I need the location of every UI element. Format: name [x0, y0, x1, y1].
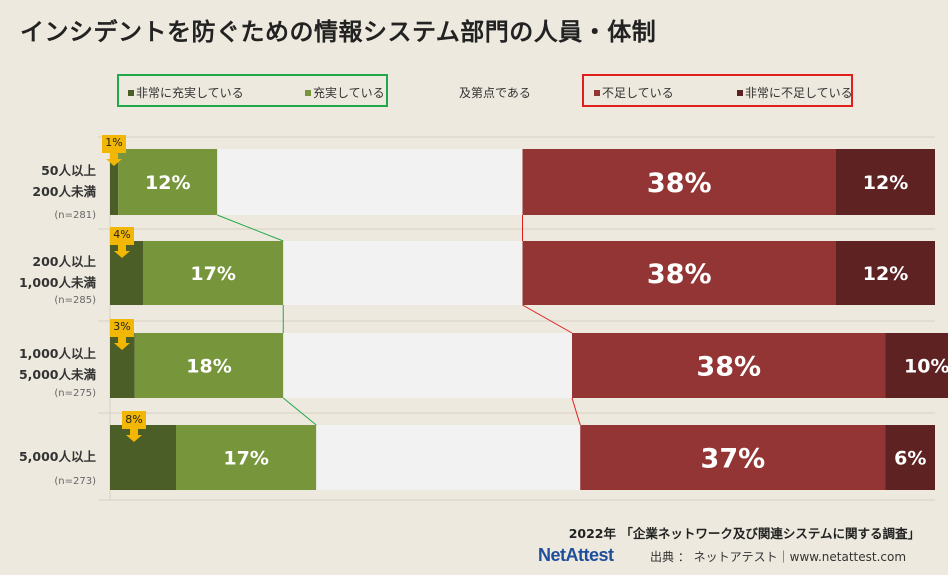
badge-arrow-0 [106, 153, 122, 166]
legend-swatch [594, 89, 600, 96]
bar-segment-4-0 [836, 149, 935, 215]
legend-item-passing: 及第点である [459, 86, 531, 100]
connector-negative-2 [571, 397, 581, 426]
data-label-3-2: 38% [696, 352, 761, 383]
chart-title: インシデントを防ぐための情報システム部門の人員・体制 [20, 18, 657, 46]
bar-segment-1-0 [118, 149, 218, 215]
legend-swatch [128, 89, 134, 96]
bar-segment-4-2 [885, 333, 948, 398]
legend-positive-box [117, 74, 388, 107]
data-label-1-3: 17% [223, 448, 268, 470]
data-label-3-1: 38% [647, 259, 712, 290]
data-label-4-2: 10% [904, 356, 948, 378]
category-n-0: (n=281) [54, 210, 96, 221]
badge-arrow-1 [114, 245, 130, 258]
connector-positive-2 [282, 397, 317, 426]
connector-negative-1 [522, 304, 573, 334]
category-label-1: 200人以上 1,000人未満 [18, 254, 96, 290]
bar-segment-2-2 [283, 333, 572, 398]
data-label-1-1: 17% [190, 263, 235, 285]
legend-swatch [737, 89, 743, 96]
badge-arrow-3 [126, 429, 142, 442]
netattest-logo: NetAttest [538, 545, 614, 565]
badge-arrow-2 [114, 337, 130, 350]
bar-segment-1-3 [176, 425, 317, 490]
bar-segment-4-3 [885, 425, 935, 490]
category-n-3: (n=273) [54, 476, 96, 487]
legend-item-sufficient: 充実している [305, 84, 385, 101]
data-label-1-2: 18% [186, 356, 231, 378]
source-title: 2022年 「企業ネットワーク及び関連システムに関する調査」 [568, 526, 920, 541]
bar-segment-0-0 [110, 149, 119, 215]
credit-text: 出典 ： ネットアテスト｜www.netattest.com [650, 550, 907, 564]
category-label-3: 5,000人以上 [18, 449, 96, 464]
legend-item-very-insufficient: 非常に不足している [737, 84, 853, 101]
bar-segment-2-0 [217, 149, 523, 215]
connector-positive-0 [217, 214, 284, 242]
data-label-4-0: 12% [863, 172, 908, 194]
bar-segment-3-0 [522, 149, 836, 215]
data-label-4-3: 6% [894, 448, 926, 470]
legend-swatch [305, 89, 311, 96]
data-label-4-1: 12% [863, 263, 908, 285]
legend-negative-box [582, 74, 853, 107]
small-value-label-1: 4% [113, 228, 131, 241]
category-label-2: 1,000人以上 5,000人未満 [18, 346, 96, 382]
category-n-2: (n=275) [54, 388, 96, 399]
data-label-3-0: 38% [647, 168, 712, 199]
small-value-label-0: 1% [105, 136, 123, 149]
bar-segment-1-2 [134, 333, 284, 398]
bar-segment-3-3 [580, 425, 886, 490]
small-value-label-2: 3% [113, 320, 131, 333]
bar-segment-3-1 [522, 241, 836, 305]
bar-segment-0-3 [110, 425, 176, 490]
bar-segment-4-1 [836, 241, 935, 305]
bar-segment-2-1 [283, 241, 523, 305]
legend-item-very-sufficient: 非常に充実している [128, 84, 244, 101]
category-n-1: (n=285) [54, 295, 96, 306]
bar-segment-1-1 [143, 241, 284, 305]
bar-segment-3-2 [572, 333, 886, 398]
small-value-label-3: 8% [125, 413, 143, 426]
bar-segment-0-2 [110, 333, 135, 398]
legend-item-insufficient: 不足している [594, 84, 674, 101]
category-label-0: 50人以上 200人未満 [32, 163, 96, 199]
bar-segment-0-1 [110, 241, 143, 305]
data-label-1-0: 12% [145, 172, 190, 194]
bar-segment-2-3 [316, 425, 581, 490]
data-label-3-3: 37% [701, 444, 766, 475]
